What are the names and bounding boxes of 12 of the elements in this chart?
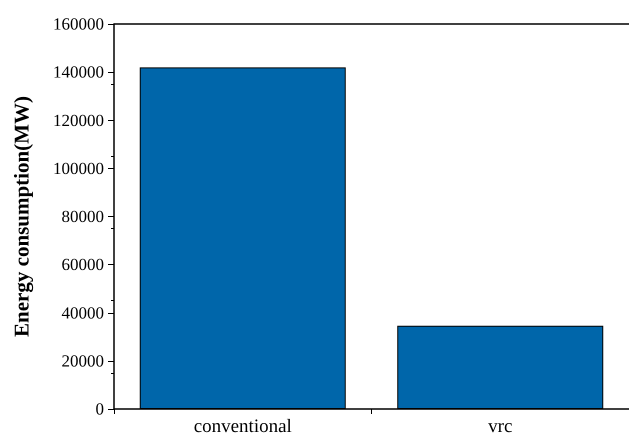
y-axis-title: Energy consumption(MW) [10,96,34,337]
y-tick-label: 160000 [53,14,104,34]
y-tick-label: 80000 [62,207,104,226]
y-tick-label: 120000 [53,110,104,130]
y-tick-label: 0 [96,400,104,418]
x-tick-label: conventional [194,416,292,437]
y-tick-label: 60000 [62,255,104,274]
y-tick-label: 100000 [53,158,104,178]
y-tick-label: 20000 [62,351,104,370]
y-tick-label: 140000 [53,62,104,82]
y-tick-label: 40000 [62,303,104,322]
x-tick-label: vrc [488,416,512,437]
